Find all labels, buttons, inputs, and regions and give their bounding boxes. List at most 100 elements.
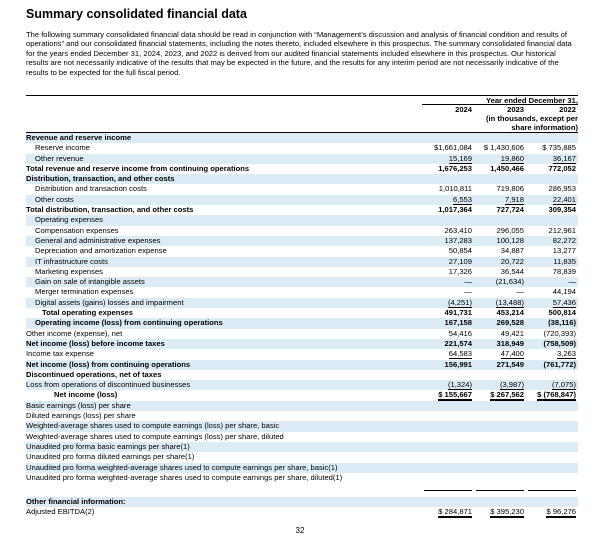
- value-cell: —: [526, 277, 578, 287]
- value-cell: $ 155,667: [422, 390, 474, 402]
- value: (38,116): [548, 318, 576, 328]
- value-cell: (3,987): [474, 380, 526, 391]
- value: (7,075): [551, 380, 576, 391]
- table-row: Net income (loss) $ 155,667 $ 267,562 $ (76…: [26, 390, 578, 402]
- value-cell: 34,887: [474, 246, 526, 256]
- value-cell: 19,860: [474, 153, 526, 164]
- row-label: Unaudited pro forma weighted-average sha…: [26, 472, 343, 482]
- value-cell: [526, 452, 578, 462]
- value-cell: 20,722: [474, 257, 526, 267]
- row-label: Total revenue and reserve income from co…: [26, 163, 250, 173]
- value-cell: [474, 463, 526, 473]
- value: —: [464, 287, 472, 297]
- value: 271,549: [496, 359, 524, 369]
- value-cell: [422, 463, 474, 473]
- value: 1,450,466: [490, 163, 524, 173]
- value-cell: [474, 370, 526, 380]
- value-cell: [526, 473, 578, 483]
- value: 3,263: [556, 349, 576, 360]
- value: 269,528: [496, 318, 524, 328]
- table-row: Discontinued operations, net of taxes: [26, 370, 578, 380]
- value-cell: 772,052: [526, 164, 578, 174]
- value: 13,277: [552, 246, 576, 256]
- value: (21,634): [495, 277, 524, 287]
- value-cell: [526, 174, 578, 184]
- value-cell: [474, 421, 526, 431]
- row-label: Distribution, transaction, and other cos…: [26, 174, 175, 184]
- value: (4,251): [447, 297, 472, 308]
- value: —: [568, 277, 576, 287]
- value-cell: $ 96,276: [526, 507, 578, 519]
- value: 64,583: [448, 349, 472, 360]
- value-cell: [474, 215, 526, 225]
- table-row: Distribution, transaction, and other cos…: [26, 174, 578, 185]
- value-cell: $ 1,430,606: [474, 143, 526, 153]
- value-cell: $ 284,871: [422, 507, 474, 519]
- value: 36,544: [500, 266, 524, 276]
- row-label: Net income (loss) from continuing operat…: [26, 359, 191, 369]
- value-cell: 1,017,364: [422, 205, 474, 215]
- units-header: (in thousands, except per share informat…: [486, 114, 578, 132]
- table-row: Operating income (loss) from continuing …: [26, 318, 578, 329]
- value: 50,854: [448, 246, 472, 256]
- value-cell: [526, 370, 578, 380]
- value-cell: 137,283: [422, 236, 474, 246]
- value: 1,010,811: [438, 184, 472, 194]
- value-cell: [422, 452, 474, 462]
- value-cell: [474, 452, 526, 462]
- value: 167,158: [444, 318, 472, 328]
- value-cell: [422, 411, 474, 421]
- value-cell: [422, 432, 474, 442]
- value: 36,167: [552, 153, 576, 164]
- value-cell: 453,214: [474, 308, 526, 318]
- separator: [26, 483, 578, 497]
- row-label: Other financial information:: [26, 497, 126, 507]
- row-label: Discontinued operations, net of taxes: [26, 369, 162, 379]
- value-cell: [422, 473, 474, 483]
- value-cell: —: [474, 287, 526, 297]
- row-label: Weighted-average shares used to compute …: [26, 421, 280, 431]
- value-cell: (4,251): [422, 297, 474, 308]
- table-row: Compensation expenses 263,410 296,055 212,9…: [26, 226, 578, 236]
- row-label: Adjusted EBITDA(2): [26, 507, 95, 517]
- value-cell: (38,116): [526, 318, 578, 328]
- value-cell: [526, 411, 578, 421]
- table-row: Other revenue 15,169 19,860 36,167: [26, 153, 578, 164]
- table-row: Total distribution, transaction, and oth…: [26, 205, 578, 215]
- value-cell: —: [422, 277, 474, 287]
- rule: [528, 490, 576, 492]
- row-label: Revenue and reserve income: [26, 133, 132, 142]
- table-row: Total operating expenses 491,731 453,214 50…: [26, 308, 578, 318]
- row-label: Income tax expense: [26, 349, 94, 359]
- value-cell: [474, 133, 526, 143]
- value-cell: 727,724: [474, 205, 526, 215]
- table-row: General and administrative expenses 137,2…: [26, 235, 578, 247]
- value-cell: [526, 421, 578, 431]
- year-header: 2024: [455, 105, 472, 114]
- table-row: Gain on sale of intangible assets — (21,63…: [26, 277, 578, 288]
- value: 17,326: [448, 266, 472, 276]
- financial-table: Year ended December 31, 2024 2023 2022 (in…: [26, 95, 578, 519]
- value-cell: 36,167: [526, 153, 578, 164]
- row-label: Merger termination expenses: [35, 287, 134, 297]
- value: $ 284,871: [438, 507, 472, 519]
- value: (720,393): [543, 328, 576, 338]
- value: $ 96,276: [546, 507, 576, 519]
- title: Summary consolidated financial data: [26, 7, 247, 21]
- value: (761,772): [543, 359, 576, 369]
- rule-cell: [526, 483, 578, 497]
- value: 44,194: [552, 287, 576, 297]
- value-cell: 11,835: [526, 257, 578, 267]
- table-row: Adjusted EBITDA(2) $ 284,871 $ 395,230 $ 96…: [26, 507, 578, 519]
- intro: The following summary consolidated finan…: [26, 30, 572, 77]
- period-header: Year ended December 31,: [422, 96, 578, 105]
- value: —: [516, 287, 524, 297]
- value-cell: [526, 432, 578, 442]
- value: 22,401: [552, 194, 576, 205]
- row-label: Operating income (loss) from continuing …: [35, 318, 223, 328]
- value-cell: 156,991: [422, 360, 474, 370]
- table-row: Other income (expense), net 54,416 49,421 (…: [26, 329, 578, 339]
- value: (3,987): [499, 380, 524, 391]
- value-cell: 100,128: [474, 236, 526, 246]
- value: 263,410: [444, 225, 472, 235]
